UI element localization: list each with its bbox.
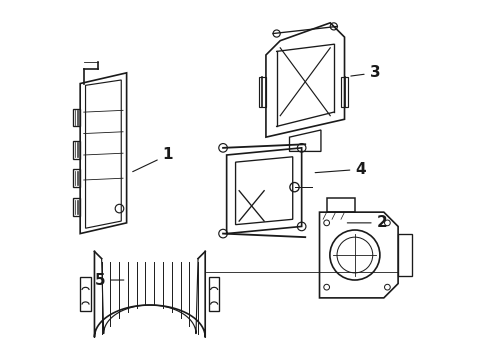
Text: 4: 4 [314, 162, 365, 177]
Text: 5: 5 [94, 273, 123, 288]
Text: 1: 1 [132, 148, 173, 172]
Text: 3: 3 [350, 65, 380, 80]
Text: 2: 2 [346, 215, 386, 230]
